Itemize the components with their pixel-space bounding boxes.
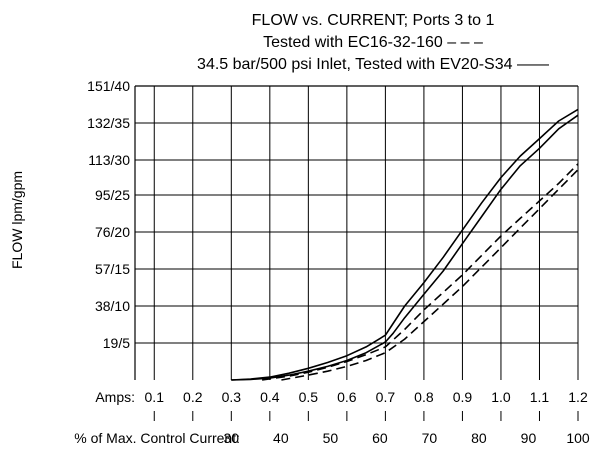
- percent-tick-label: 100: [566, 430, 590, 446]
- y-tick-label: 113/30: [88, 152, 130, 168]
- y-tick-label: 95/25: [95, 187, 130, 203]
- percent-axis-tick-marks: [153, 411, 579, 421]
- y-tick-label: 57/15: [95, 261, 130, 277]
- amps-tick-label: 0.7: [376, 389, 396, 405]
- y-axis-ticks: 19/5 38/10 57/15 76/20 95/25 113/30 132/35 151/…: [87, 78, 130, 351]
- amps-axis-ticks: 0.1 0.2 0.3 0.4 0.5 0.6 0.7 0.8 0.9 1.0 1.1 1.2: [145, 389, 588, 405]
- amps-tick-label: 0.2: [183, 389, 203, 405]
- amps-tick-label: 0.3: [222, 389, 242, 405]
- y-tick-label: 76/20: [95, 224, 130, 240]
- plot-frame: [134, 85, 578, 380]
- y-axis-label: FLOW lpm/gpm: [9, 171, 25, 269]
- percent-tick-label: 30: [224, 430, 240, 446]
- plot-grid: [135, 85, 579, 380]
- series-line-dashed-3: [261, 163, 579, 381]
- amps-tick-label: 1.0: [491, 389, 511, 405]
- plot-lines: [231, 108, 579, 381]
- amps-tick-label: 0.6: [337, 389, 357, 405]
- y-tick-label: 151/40: [87, 78, 130, 94]
- percent-tick-label: 80: [471, 430, 487, 446]
- y-tick-label: 19/5: [103, 335, 130, 351]
- percent-axis-ticks: 30 40 50 60 70 80 90 100: [224, 430, 590, 446]
- amps-tick-label: 0.9: [453, 389, 473, 405]
- series-line-solid-2: [231, 114, 579, 381]
- series-line-solid-1: [231, 108, 579, 381]
- title-line-3: 34.5 bar/500 psi Inlet, Tested with EV20…: [197, 56, 549, 73]
- percent-tick-label: 50: [323, 430, 339, 446]
- amps-tick-label: 0.5: [299, 389, 319, 405]
- chart-title: FLOW vs. CURRENT; Ports 3 to 1 Tested wi…: [197, 12, 549, 73]
- amps-tick-label: 0.8: [414, 389, 434, 405]
- percent-tick-label: 90: [521, 430, 537, 446]
- percent-tick-label: 60: [372, 430, 388, 446]
- percent-tick-label: 70: [422, 430, 438, 446]
- percent-tick-label: 40: [273, 430, 289, 446]
- series-line-dashed-4: [281, 169, 579, 381]
- title-line-2: Tested with EC16-32-160 – – –: [263, 34, 483, 51]
- amps-axis-label: Amps:: [95, 389, 135, 405]
- percent-axis-label: % of Max. Control Current:: [74, 430, 240, 446]
- amps-tick-label: 0.1: [145, 389, 165, 405]
- amps-tick-label: 0.4: [260, 389, 280, 405]
- y-tick-label: 132/35: [87, 115, 130, 131]
- title-line-1: FLOW vs. CURRENT; Ports 3 to 1: [252, 12, 495, 29]
- y-tick-label: 38/10: [95, 298, 130, 314]
- amps-tick-label: 1.1: [530, 389, 550, 405]
- amps-tick-label: 1.2: [568, 389, 588, 405]
